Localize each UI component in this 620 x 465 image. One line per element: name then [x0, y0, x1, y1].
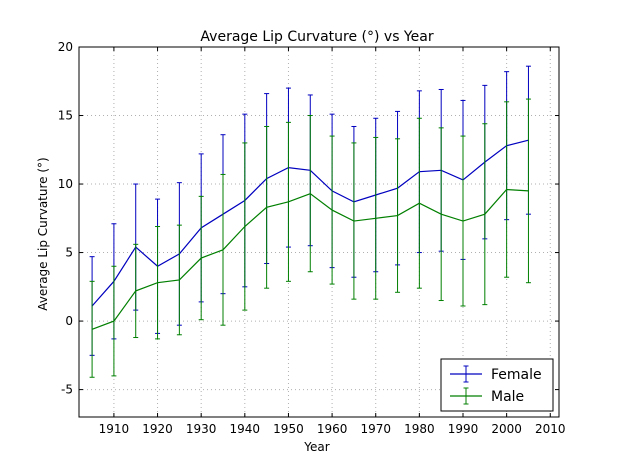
x-tick-label: 2000	[491, 422, 522, 436]
legend-box	[440, 358, 554, 412]
y-tick-label: 5	[65, 246, 73, 260]
x-tick-label: 1990	[448, 422, 479, 436]
y-tick-label: 0	[65, 314, 73, 328]
series-male	[89, 98, 531, 378]
series-layer	[89, 65, 531, 378]
y-tick-label: 15	[58, 109, 73, 123]
x-tick-label: 1930	[186, 422, 217, 436]
y-tick-label: 20	[58, 40, 73, 54]
legend-label-male: Male	[491, 389, 524, 405]
axis-ticks: 1910 1920 1930 1940 1950 1960 1970 1980 1990 2000…	[58, 40, 566, 436]
series-line	[91, 188, 529, 330]
legend: Female Male	[440, 358, 554, 412]
y-axis-label: Average Lip Curvature (°)	[36, 157, 50, 310]
plot-frame	[78, 46, 560, 418]
x-tick-label: 1960	[317, 422, 348, 436]
x-tick-label: 1950	[273, 422, 304, 436]
legend-item-female	[450, 365, 482, 383]
y-tick-label: -5	[61, 383, 73, 397]
chart-title: Average Lip Curvature (°) vs Year	[200, 29, 433, 45]
x-tick-label: 1920	[142, 422, 173, 436]
x-tick-label: 1980	[404, 422, 435, 436]
legend-item-male	[450, 387, 482, 405]
x-tick-label: 1940	[230, 422, 261, 436]
legend-label-female: Female	[491, 367, 542, 383]
x-tick-label: 1970	[360, 422, 391, 436]
x-axis-label: Year	[303, 440, 329, 454]
x-tick-label: 2010	[535, 422, 566, 436]
x-tick-label: 1910	[99, 422, 130, 436]
y-tick-label: 10	[58, 177, 73, 191]
